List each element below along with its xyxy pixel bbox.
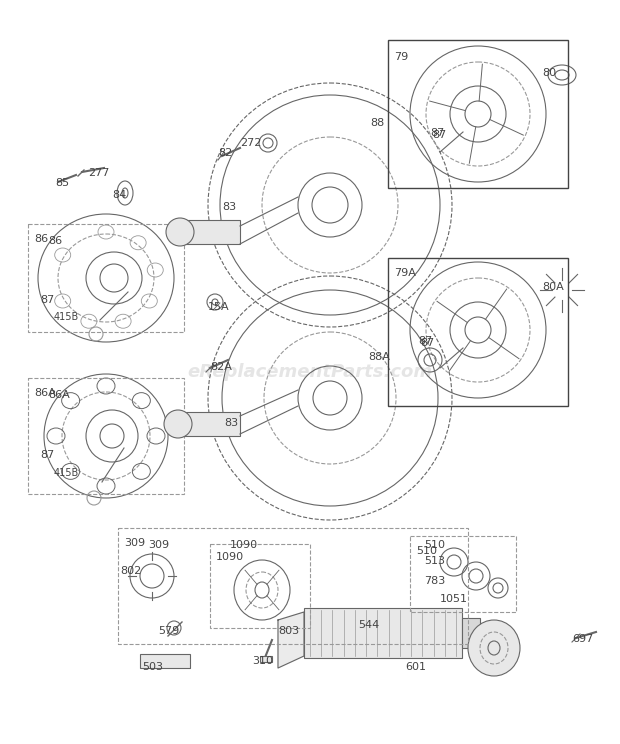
Text: 1090: 1090 [230, 540, 258, 550]
Text: 83: 83 [224, 418, 238, 428]
Text: 86: 86 [48, 236, 62, 246]
Text: 802: 802 [120, 566, 141, 576]
Text: 86A: 86A [34, 388, 56, 398]
Text: 513: 513 [424, 556, 445, 566]
Text: 82: 82 [218, 148, 232, 158]
Bar [28, 224, 184, 332]
Text: 83: 83 [222, 202, 236, 212]
Text: 579: 579 [158, 626, 179, 636]
Text: 79: 79 [394, 52, 408, 62]
Text: 503: 503 [142, 662, 163, 672]
Text: 697: 697 [572, 634, 593, 644]
Text: 80A: 80A [542, 282, 564, 292]
Text: 84: 84 [112, 190, 126, 200]
Text: 86A: 86A [48, 390, 69, 400]
Text: 88A: 88A [368, 352, 390, 362]
Text: 82A: 82A [210, 362, 232, 372]
Text: 415B: 415B [54, 312, 79, 322]
Text: 87: 87 [432, 130, 446, 140]
Text: 85: 85 [55, 178, 69, 188]
Text: 80: 80 [542, 68, 556, 78]
Bar [260, 656, 272, 662]
Text: 86: 86 [34, 234, 48, 244]
Text: 87: 87 [40, 295, 55, 305]
Text: 510: 510 [416, 546, 437, 556]
Text: 272: 272 [240, 138, 262, 148]
Bar [388, 40, 568, 188]
Text: 310: 310 [252, 656, 273, 666]
Text: 88: 88 [370, 118, 384, 128]
Text: 87: 87 [418, 336, 432, 346]
Text: 510: 510 [424, 540, 445, 550]
Text: 601: 601 [405, 662, 426, 672]
Text: 783: 783 [424, 576, 445, 586]
Text: 87: 87 [40, 450, 55, 460]
Ellipse shape [166, 218, 194, 246]
Text: 87: 87 [420, 338, 434, 348]
Text: 87: 87 [430, 128, 445, 138]
Bar [388, 258, 568, 406]
Bar [462, 618, 480, 648]
Bar [304, 608, 462, 658]
Text: 309: 309 [148, 540, 169, 550]
Text: 79A: 79A [394, 268, 416, 278]
Text: 415B: 415B [54, 468, 79, 478]
Ellipse shape [468, 620, 520, 676]
Bar [410, 536, 516, 612]
Text: 544: 544 [358, 620, 379, 630]
Text: 309: 309 [124, 538, 145, 548]
Bar [180, 220, 240, 244]
Bar [178, 412, 240, 436]
Bar [118, 528, 468, 644]
Bar [210, 544, 310, 628]
Text: 1051: 1051 [440, 594, 468, 604]
Text: eReplacementParts.com: eReplacementParts.com [187, 363, 433, 381]
Ellipse shape [164, 410, 192, 438]
Bar [28, 378, 184, 494]
Polygon shape [278, 612, 304, 668]
Text: 1090: 1090 [216, 552, 244, 562]
Text: 803: 803 [278, 626, 299, 636]
Text: 15A: 15A [208, 302, 229, 312]
Text: 277: 277 [88, 168, 109, 178]
Bar [140, 654, 190, 668]
